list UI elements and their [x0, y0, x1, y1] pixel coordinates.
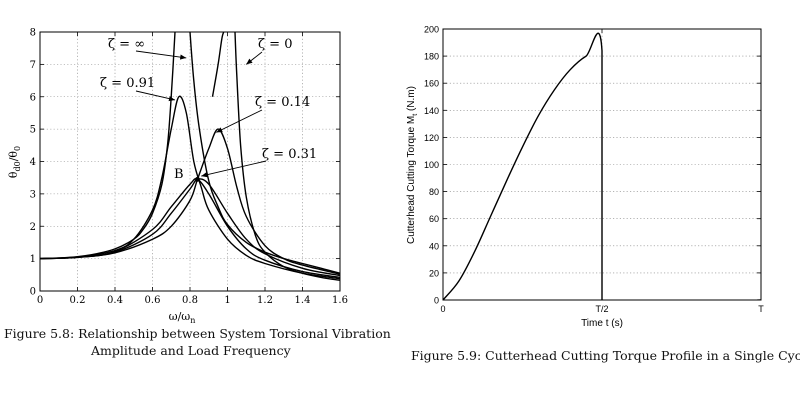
y-tick-label: 6: [30, 92, 36, 103]
annotation-label: ζ = 0.91: [100, 76, 155, 91]
x-tick-label: 0: [37, 295, 43, 306]
annotation-arrow: [135, 50, 187, 59]
annotation-arrowhead: [179, 54, 187, 60]
annotation-arrowhead: [168, 96, 175, 102]
annotation-label: ζ = ∞: [108, 37, 145, 52]
y-tick-label: 80: [429, 187, 439, 197]
y-tick-label: 5: [30, 125, 36, 136]
annotation-label: ζ = 0.31: [262, 147, 317, 162]
x-tick-label: 0: [440, 304, 445, 314]
y-tick-label: 2: [30, 222, 36, 233]
y-tick-label: 0: [30, 287, 36, 298]
figure-5-9: 0 T/2 T 0 20 40 60 80 100 120 140 160 180 200 Time t …: [406, 25, 800, 364]
x-tick-label: T: [758, 304, 764, 314]
figure-caption-line-2: Amplitude and Load Frequency: [90, 343, 292, 358]
x-tick-label: 0.4: [107, 295, 123, 306]
y-tick-label: 100: [424, 160, 439, 170]
y-tick-label: 3: [30, 189, 36, 200]
y-tick-label: 20: [429, 268, 439, 278]
series-line-1: [40, 32, 176, 260]
y-tick-label: 160: [424, 79, 439, 89]
x-axis-label: Time t (s): [581, 318, 623, 329]
annotation-arrowhead: [216, 127, 223, 133]
y-tick-label: 180: [424, 52, 439, 62]
annotation-arrow: [216, 109, 263, 133]
x-tick-label: T/2: [595, 304, 608, 314]
series-line-6: [40, 128, 340, 275]
annotation-label: ζ = 0.14: [255, 95, 310, 110]
y-tick-label: 200: [424, 25, 439, 35]
x-tick-label: 0.2: [70, 295, 86, 306]
series-line-2: [189, 32, 340, 274]
y-tick-label: 1: [30, 254, 36, 265]
figure-caption: Figure 5.9: Cutterhead Cutting Torque Pr…: [411, 348, 800, 363]
annotation-arrowhead: [246, 58, 253, 65]
x-tick-label: 1.2: [257, 295, 273, 306]
figure-caption-line-1: Figure 5.8: Relationship between System …: [4, 326, 391, 341]
annotation-label: ζ = 0: [258, 37, 292, 52]
x-tick-label: 1.4: [295, 295, 311, 306]
x-tick-label: 0.6: [145, 295, 161, 306]
point-label-b: B: [174, 167, 184, 182]
y-tick-label: 60: [429, 214, 439, 224]
curve-group: [443, 32, 761, 300]
axis-ticks: 0 T/2 T 0 20 40 60 80 100 120 140 160 180 200: [424, 25, 764, 315]
x-axis-label: ω/ωn: [169, 310, 196, 325]
y-tick-label: 7: [30, 60, 36, 71]
y-axis-label: θd0/θ0: [7, 146, 22, 178]
series-line-3: [211, 32, 225, 97]
x-tick-label: 1.6: [332, 295, 348, 306]
annotation-arrow: [135, 90, 176, 101]
annotation-arrow: [201, 160, 267, 177]
y-tick-label: 140: [424, 106, 439, 116]
y-tick-label: 8: [30, 28, 36, 39]
series-line-5: [40, 95, 340, 280]
x-tick-label: 0.8: [182, 295, 198, 306]
annotation-group: ζ = ∞ ζ = 0 ζ = 0.91 ζ = 0.14 ζ = 0.31: [100, 37, 317, 178]
y-tick-label: 0: [434, 296, 439, 306]
x-tick-label: 1: [224, 295, 230, 306]
y-tick-label: 40: [429, 241, 439, 251]
y-tick-label: 120: [424, 133, 439, 143]
y-axis-label: Cutterhead Cutting Torque Mt (N.m): [406, 86, 419, 244]
annotation-arrowhead: [201, 172, 208, 178]
intersection-point-b: [195, 176, 200, 182]
axis-ticks: 0 0.2 0.4 0.6 0.8 1 1.2 1.4 1.6 0 1 2 3 4 5 6 7 8: [30, 28, 348, 307]
y-tick-label: 4: [30, 157, 36, 168]
series-line-1: [443, 32, 761, 300]
